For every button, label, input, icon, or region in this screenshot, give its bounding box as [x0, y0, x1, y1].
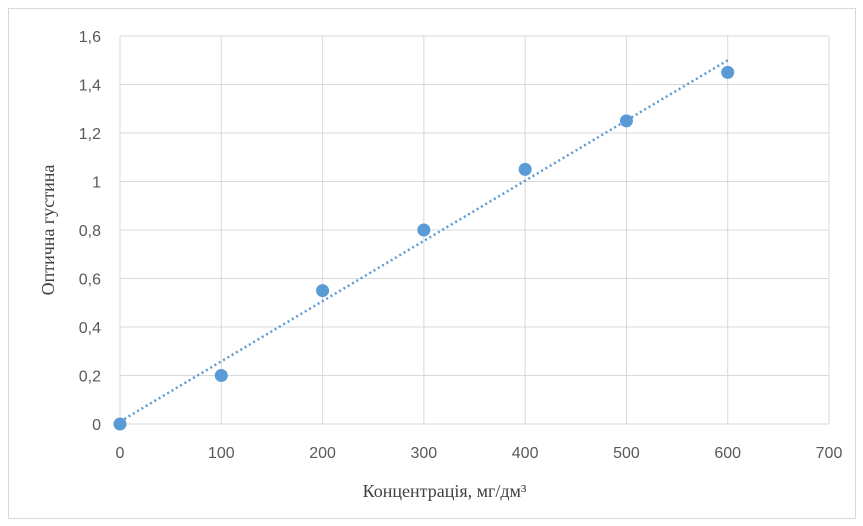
x-tick-label: 700: [816, 445, 843, 462]
x-tick-label: 500: [613, 445, 640, 462]
data-point: [214, 369, 228, 382]
x-tick-label: 100: [208, 445, 235, 462]
chart-frame: [8, 8, 856, 519]
grid: [119, 35, 830, 425]
y-tick-label: 0,6: [79, 272, 101, 289]
x-axis-title: Концентрація, мг/дм³: [363, 481, 527, 501]
y-axis-title: Оптична густина: [38, 165, 58, 296]
x-tick-label: 0: [116, 445, 125, 462]
x-tick-labels: 0 100 200 300 400 500 600 700: [116, 445, 843, 462]
y-tick-label: 1,2: [79, 126, 101, 143]
y-tick-label: 0,4: [79, 320, 101, 337]
x-tick-label: 600: [714, 445, 741, 462]
y-tick-labels: 0 0,2 0,4 0,6 0,8 1 1,2 1,4 1,6: [79, 29, 101, 434]
y-tick-label: 1: [92, 175, 101, 192]
y-tick-label: 0,8: [79, 223, 101, 240]
y-tick-label: 1,6: [79, 29, 101, 46]
y-tick-label: 1,4: [79, 78, 101, 95]
data-point: [619, 114, 633, 128]
x-tick-label: 300: [411, 445, 438, 462]
data-point: [113, 417, 127, 431]
data-points: [113, 65, 735, 431]
data-point: [721, 65, 735, 79]
data-point: [518, 162, 532, 176]
x-tick-label: 400: [512, 445, 539, 462]
y-tick-label: 0,2: [79, 369, 101, 386]
data-point: [316, 284, 330, 298]
x-tick-label: 200: [309, 445, 336, 462]
data-point: [417, 223, 431, 237]
y-tick-label: 0: [92, 417, 101, 434]
